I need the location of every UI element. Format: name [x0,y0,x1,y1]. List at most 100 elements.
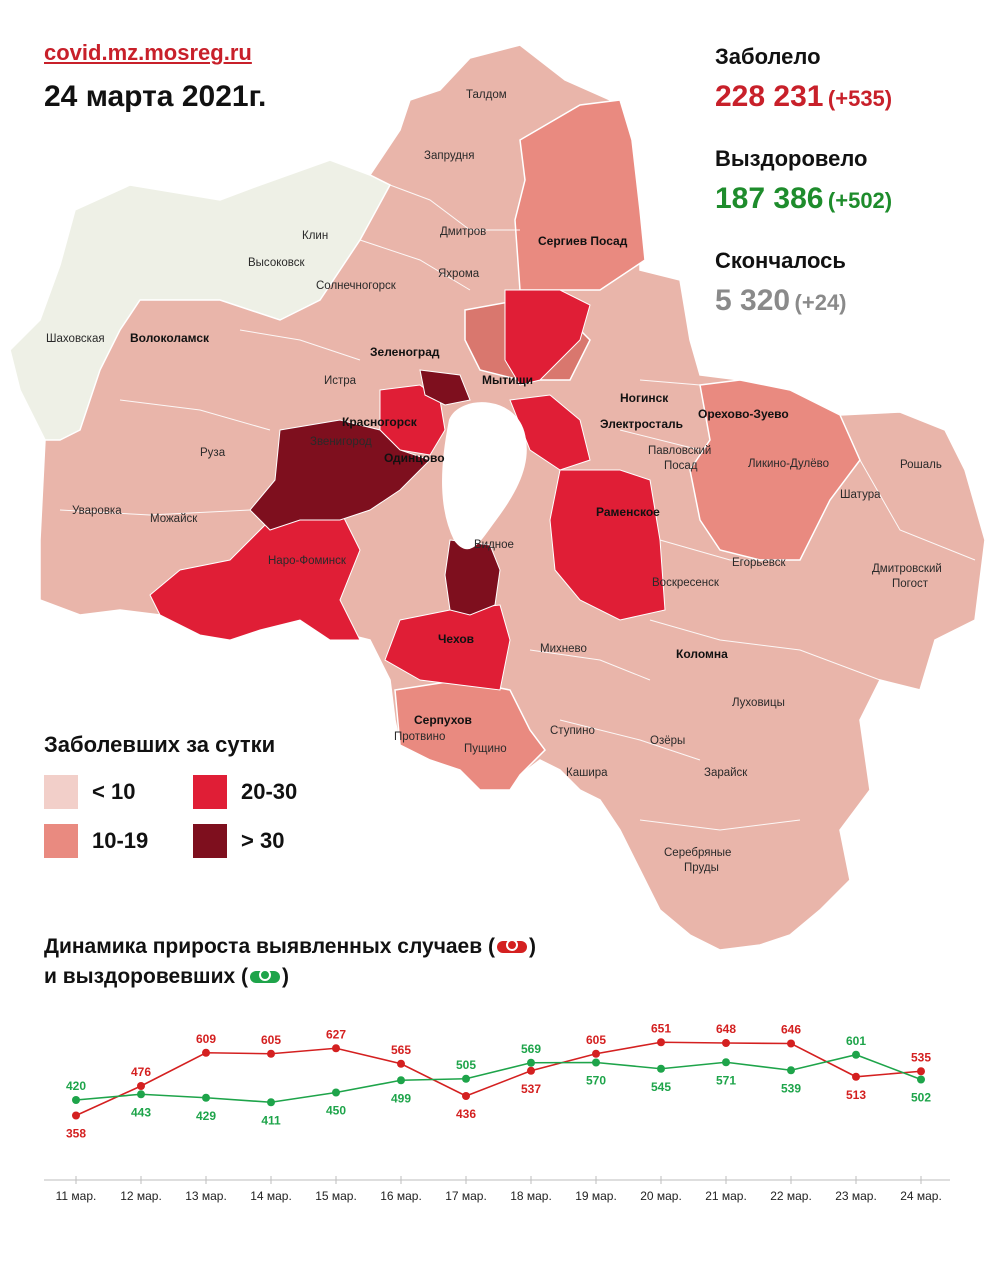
cases-point [787,1039,795,1048]
svg-text:Одинцово: Одинцово [384,451,445,465]
region-khimki [419,369,471,406]
report-date: 24 марта 2021г. [44,80,267,113]
cases-point [137,1082,145,1090]
recovered-data-label: 499 [391,1091,411,1105]
red-line-marker-icon [496,939,527,954]
cases-point [722,1039,730,1047]
svg-text:Раменское: Раменское [596,505,660,519]
recovered-point [267,1098,275,1107]
recovered-data-label: 429 [196,1109,216,1123]
cases-data-label: 476 [131,1065,151,1079]
recovered-point [852,1050,860,1059]
recovered-value: 187 386 [715,182,824,215]
dynamics-title: Динамика прироста выявленных случаев () … [44,932,536,992]
legend-title: Заболевших за сутки [44,732,276,757]
recovered-data-label: 539 [781,1081,801,1095]
recovered-data-label: 545 [651,1080,671,1094]
green-line-marker-icon [249,969,280,984]
x-tick-label: 21 мар. [705,1189,747,1203]
recovered-line [75,1053,922,1104]
cases-data-label: 513 [846,1088,866,1102]
svg-text:Серпухов: Серпухов [414,713,472,727]
region-nw-light [9,159,392,441]
recovered-point [137,1090,145,1099]
recovered-label: Выздоровело [715,146,868,171]
site-link[interactable]: covid.mz.mosreg.ru [44,40,252,65]
infected-label: Заболело [715,44,821,69]
region-ramenskoe [549,469,666,621]
svg-text:Уваровка: Уваровка [72,505,122,517]
recovered-point [72,1096,80,1104]
x-tick-label: 23 мар. [835,1189,877,1203]
svg-text:Павловский: Павловский [648,445,711,457]
legend-swatch-gt30 [193,824,227,858]
cases-data-label: 651 [651,1021,671,1035]
svg-text:Звенигород: Звенигород [310,436,372,448]
svg-text:Видное: Видное [474,539,514,551]
moscow-cutout [442,402,527,550]
region-map: Талдом Запрудня Дмитров Яхрома Сергиев П… [9,44,986,951]
legend-swatch-20-30 [193,775,227,809]
cases-point [917,1067,925,1076]
svg-text:Михнево: Михнево [540,643,587,655]
recovered-point [527,1058,535,1067]
svg-text:Пущино: Пущино [464,743,507,755]
svg-text:Протвино: Протвино [394,731,445,743]
cases-point [592,1049,600,1058]
svg-text:Ступино: Ступино [550,725,595,737]
region-podolsk [444,539,501,616]
x-tick-label: 20 мар. [640,1189,682,1203]
x-tick-label: 16 мар. [380,1189,422,1203]
recovered-point [202,1093,210,1102]
svg-text:Руза: Руза [200,447,226,459]
region-naro-fominsk [149,509,361,641]
x-tick-label: 11 мар. [56,1189,97,1203]
cases-point [657,1038,665,1047]
recovered-data-label: 569 [521,1042,541,1056]
recovered-data-label: 443 [131,1105,151,1119]
svg-text:Шаховская: Шаховская [46,333,105,345]
cases-data-label: 627 [326,1027,346,1041]
x-tick-label: 19 мар. [575,1189,617,1203]
cases-point [332,1044,340,1053]
legend-swatch-lt10 [44,775,78,809]
recovered-point [722,1058,730,1067]
svg-text:Дмитровский: Дмитровский [872,563,942,575]
svg-text:Зеленоград: Зеленоград [370,345,440,359]
legend-swatch-10-19 [44,824,78,858]
svg-text:Красногорск: Красногорск [342,415,418,429]
recovered-data-label: 411 [261,1113,281,1127]
x-tick-label: 12 мар. [120,1189,162,1203]
infected-delta: (+535) [827,86,893,111]
svg-text:Сергиев Посад: Сергиев Посад [538,234,628,248]
x-tick-label: 17 мар. [445,1189,487,1203]
svg-text:Чехов: Чехов [438,632,474,646]
cases-point [72,1111,80,1120]
recovered-point [657,1064,665,1073]
svg-text:Истра: Истра [324,375,357,387]
svg-text:Ликино-Дулёво: Ликино-Дулёво [748,458,829,470]
region-20-30-north [504,289,591,386]
recovered-data-label: 570 [586,1074,606,1088]
dynamics-line1-end: ) [528,935,536,958]
region-east-20-30 [509,394,591,471]
recovered-data-label: 502 [911,1091,931,1105]
svg-text:Кашира: Кашира [566,767,608,779]
cases-data-label: 648 [716,1022,736,1036]
svg-text:Яхрома: Яхрома [438,268,480,280]
svg-text:Серебряные: Серебряные [664,847,731,859]
infected-value: 228 231 [715,80,824,113]
died-value: 5 320 [715,284,791,317]
died-label: Скончалось [715,248,846,273]
dynamics-line2-end: ) [281,965,289,988]
cases-point [527,1066,535,1075]
recovered-data-label: 420 [66,1079,86,1093]
cases-data-label: 535 [911,1050,931,1064]
cases-point [202,1048,210,1057]
recovered-stat: 187 386 (+502) [715,182,892,216]
x-tick-label: 24 мар. [900,1189,942,1203]
cases-point [462,1092,470,1100]
svg-text:Запрудня: Запрудня [424,150,475,162]
dynamics-line1: Динамика прироста выявленных случаев ( [44,935,495,958]
svg-text:Рошаль: Рошаль [900,459,942,471]
